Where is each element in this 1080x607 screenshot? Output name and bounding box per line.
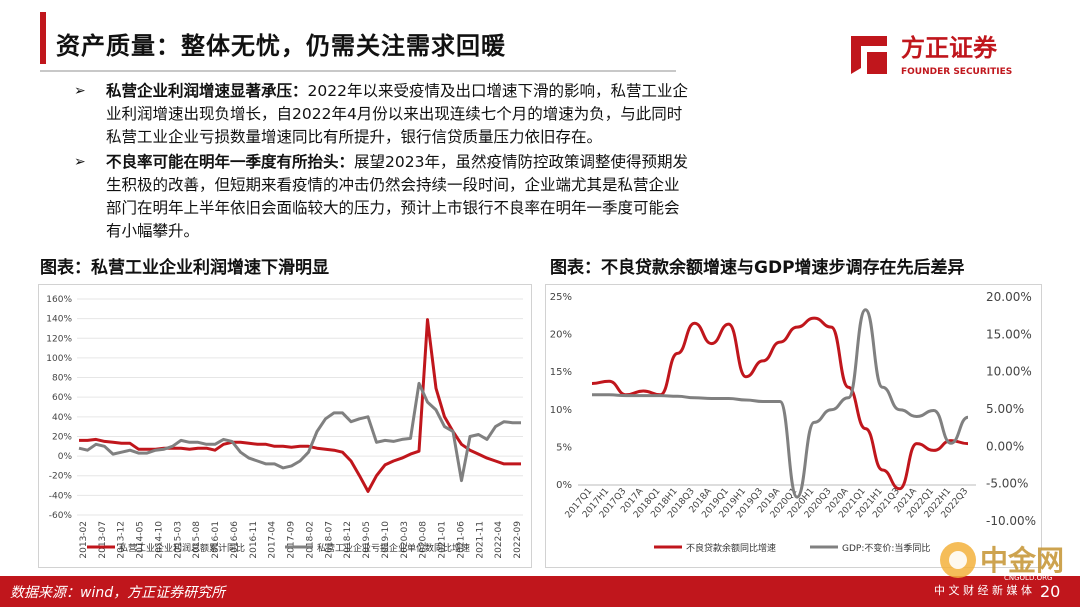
chart1-xtick-label: 2016-06: [230, 521, 240, 559]
chart1-ytick-label: -20%: [49, 472, 73, 482]
chart1-xtick-label: 2019-10: [381, 521, 391, 559]
data-source-note: 数据来源：wind，方正证券研究所: [10, 585, 226, 601]
chart2-right-ytick-label: -10.00%: [986, 514, 1036, 528]
chart2-left-ytick-label: 0%: [556, 480, 572, 491]
title-accent-bar: [40, 12, 46, 64]
chart2-title: 图表：不良贷款余额增速与GDP增速步调存在先后差异: [550, 258, 965, 278]
bullet-item: ➢ 私营企业利润增速显著承压：2022年以来受疫情及出口增速下滑的影响，私营工业…: [74, 80, 694, 149]
chart2-right-ytick-label: 15.00%: [986, 327, 1032, 341]
chart2-right-ytick-label: 10.00%: [986, 365, 1032, 379]
title-divider: [40, 70, 676, 72]
chart1-xtick-label: 2016-11: [249, 521, 259, 559]
chart2-svg: 0% 5% 10% 15% 20% 25% -10.00% -5.00% 0.00% 5.00% 1…: [550, 290, 1036, 554]
chart2-left-ytick-label: 5%: [556, 442, 572, 453]
bullet-text: 展望2023年，虽然疫情防控政策调整使得预期发生积极的改善，但短期来看疫情的冲击…: [106, 153, 688, 240]
chart2-left-ytick-label: 15%: [550, 367, 572, 378]
chart1-xtick-label: 2013-12: [117, 521, 127, 559]
footer-bar: [0, 576, 1080, 607]
chart1-xtick-label: 2022-04: [494, 521, 504, 559]
chart1-xtick-label: 2019-05: [362, 521, 372, 559]
chart1-legend-label-2: 私营工业企业亏损企业单位数同比增速: [317, 542, 470, 554]
chart1-legend-label-1: 私营工业企业利润总额累计同比: [119, 542, 245, 554]
chart2-left-ytick-label: 25%: [550, 292, 572, 303]
chart2-left-ytick-label: 20%: [550, 330, 572, 341]
slide-title: 资产质量：整体无忧，仍需关注需求回暖: [56, 32, 506, 60]
watermark-url: CNGOLD.ORG: [1004, 574, 1052, 582]
chart1-ytick-label: 0%: [58, 452, 73, 462]
chart1-series-line-1: [79, 318, 521, 493]
chart1-xtick-label: 2021-06: [456, 521, 466, 559]
chart1-xtick-label: 2018-02: [305, 521, 315, 559]
chart1-xtick-label: 2017-09: [287, 521, 297, 559]
bullet-list: ➢ 私营企业利润增速显著承压：2022年以来受疫情及出口增速下滑的影响，私营工业…: [74, 80, 694, 245]
founder-securities-logo: 方正证券 FOUNDER SECURITIES: [847, 30, 1037, 80]
chart2-legend-label-1: 不良贷款余额同比增速: [686, 542, 776, 554]
chart1-ytick-label: 40%: [52, 413, 72, 423]
chart2-right-ytick-label: 20.00%: [986, 290, 1032, 304]
chart1-frame: -60% -40% -20% 0% 20% 40% 60% 80% 100% 120% 140% 16…: [38, 284, 532, 568]
chart2-left-ytick-label: 10%: [550, 405, 572, 416]
watermark-subtitle: 中 文 财 经 新 媒 体: [934, 583, 1032, 597]
chart1-xtick-label: 2015-03: [173, 521, 183, 559]
chart1-xtick-label: 2021-11: [475, 521, 485, 559]
chart1-svg: -60% -40% -20% 0% 20% 40% 60% 80% 100% 120% 140% 16…: [46, 295, 523, 559]
chart1-xtick-label: 2013-07: [98, 521, 108, 559]
chart1-ytick-label: 60%: [52, 393, 72, 403]
chart1-xtick-label: 2015-08: [192, 521, 202, 559]
chart1-ytick-label: 80%: [52, 374, 72, 384]
chart1-xtick-label: 2022-09: [513, 521, 523, 559]
arrow-bullet-icon: ➢: [74, 83, 86, 99]
bullet-heading: 私营企业利润增速显著承压：: [106, 82, 308, 100]
chart1-xtick-label: 2018-07: [324, 521, 334, 559]
chart1-xtick-label: 2014-05: [136, 521, 146, 559]
bullet-heading: 不良率可能在明年一季度有所抬头：: [106, 153, 355, 171]
arrow-bullet-icon: ➢: [74, 154, 86, 170]
chart2-series-line-1: [591, 316, 969, 491]
chart1-xtick-label: 2016-01: [211, 521, 221, 559]
chart1-xtick-label: 2020-08: [419, 521, 429, 559]
chart1-ytick-label: 20%: [52, 432, 72, 442]
chart1-xtick-label: 2013-02: [79, 521, 89, 559]
chart2-right-ytick-label: -5.00%: [986, 477, 1028, 491]
chart1-ytick-label: 100%: [46, 354, 72, 364]
chart2-right-ytick-label: 5.00%: [986, 402, 1024, 416]
chart1-series-line-2: [78, 381, 521, 483]
chart2-series-line-2: [592, 308, 969, 499]
chart1-title: 图表：私营工业企业利润增速下滑明显: [40, 258, 329, 278]
chart1-ytick-label: -60%: [49, 511, 73, 521]
cngold-watermark: 中金网 CNGOLD.ORG 中 文 财 经 新 媒 体: [930, 538, 1080, 598]
chart1-xtick-label: 2018-12: [343, 521, 353, 559]
chart2-frame: 0% 5% 10% 15% 20% 25% -10.00% -5.00% 0.00% 5.00% 1…: [545, 284, 1042, 568]
page-number: 20: [1040, 582, 1061, 601]
chart1-xtick-label: 2017-04: [268, 521, 278, 559]
chart1-xtick-label: 2014-10: [154, 521, 164, 559]
chart2-legend-label-2: GDP:不变价:当季同比: [842, 542, 930, 554]
chart2-right-ytick-label: 0.00%: [986, 439, 1024, 453]
logo-name-cn: 方正证券: [901, 34, 998, 62]
logo-name-en: FOUNDER SECURITIES: [901, 67, 1012, 77]
bullet-item: ➢ 不良率可能在明年一季度有所抬头：展望2023年，虽然疫情防控政策调整使得预期…: [74, 151, 694, 243]
bullet-text: 2022年以来受疫情及出口增速下滑的影响，私营工业企业利润增速出现负增长，自20…: [106, 82, 688, 146]
chart1-xtick-label: 2021-01: [438, 521, 448, 559]
chart1-ytick-label: 160%: [46, 295, 72, 305]
chart1-ytick-label: 140%: [46, 315, 72, 325]
chart1-ytick-label: -40%: [49, 491, 73, 501]
chart1-ytick-label: 120%: [46, 334, 72, 344]
watermark-name: 中金网: [980, 544, 1064, 577]
chart1-xtick-label: 2020-03: [400, 521, 410, 559]
